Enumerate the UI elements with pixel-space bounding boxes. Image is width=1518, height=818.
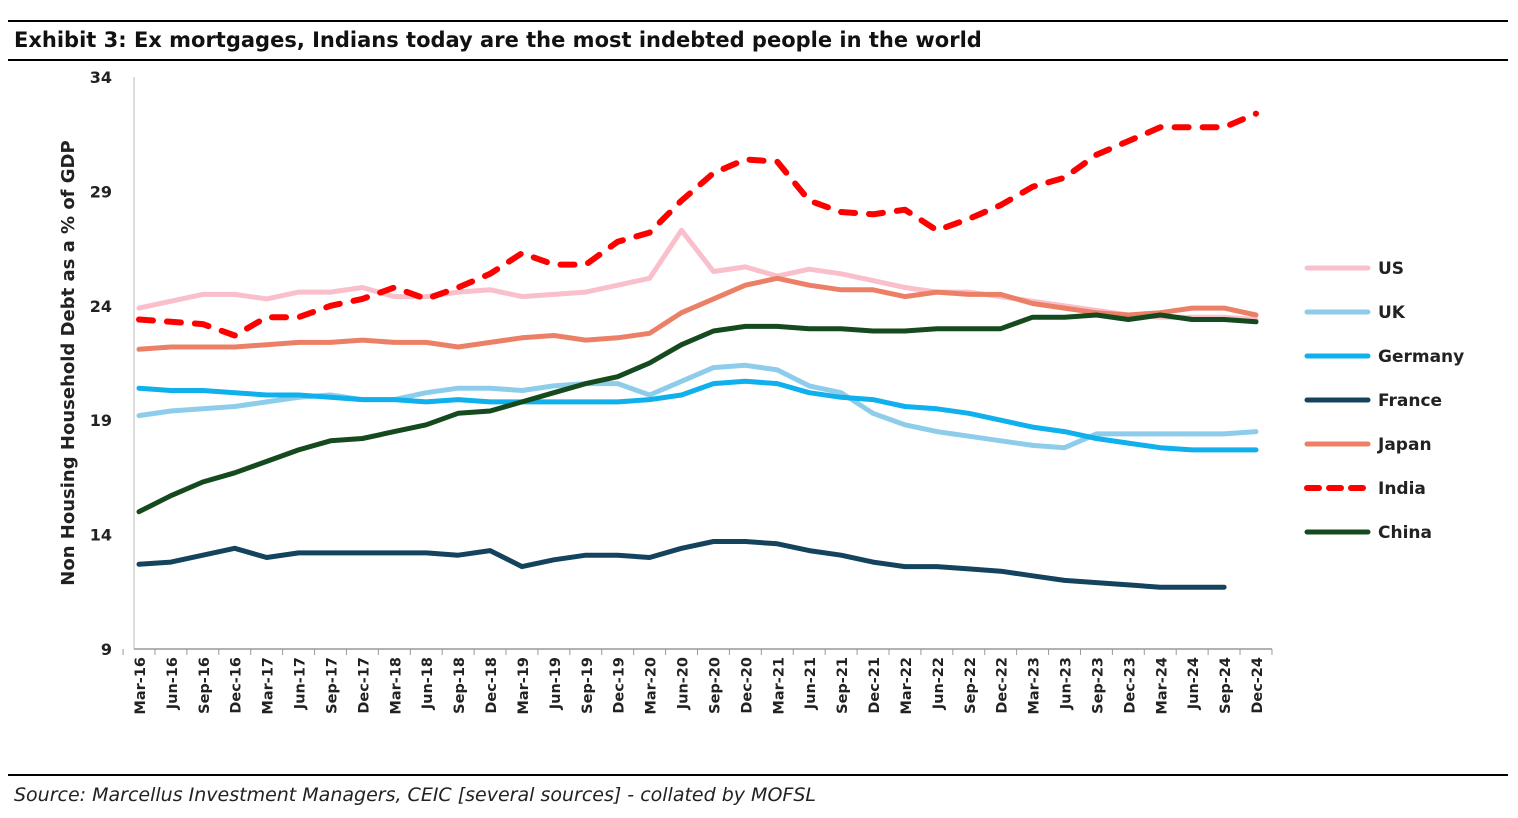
y-tick-label: 19: [90, 411, 112, 430]
x-tick-label: Jun-24: [1186, 657, 1202, 710]
top-rule: [8, 20, 1508, 22]
legend-label-us: US: [1378, 259, 1404, 279]
y-tick-label: 14: [90, 526, 112, 545]
x-tick-label: Mar-20: [644, 657, 660, 715]
x-tick-label: Mar-22: [899, 657, 915, 715]
y-tick-label: 24: [90, 297, 112, 316]
x-tick-label: Jun-16: [165, 657, 181, 710]
x-tick-label: Jun-23: [1059, 657, 1075, 710]
x-tick-label: Sep-18: [452, 657, 468, 714]
x-tick-label: Dec-19: [612, 657, 628, 714]
x-tick-label: Sep-22: [963, 657, 979, 714]
x-tick-label: Jun-22: [931, 657, 947, 710]
x-tick-label: Jun-17: [293, 657, 309, 710]
x-tick-label: Mar-18: [388, 657, 404, 715]
y-tick-label: 29: [90, 182, 112, 201]
x-tick-label: Jun-19: [548, 657, 564, 710]
legend-label-germany: Germany: [1378, 347, 1464, 367]
y-axis-label: Non Housing Household Debt as a % of GDP: [58, 140, 79, 585]
series-line-germany: [136, 378, 1259, 453]
legend-label-india: India: [1378, 479, 1426, 499]
x-tick-label: Dec-21: [867, 657, 883, 714]
x-tick-label: Sep-19: [580, 657, 596, 714]
x-tick-label: Sep-20: [707, 657, 723, 714]
bottom-rule: [8, 774, 1508, 776]
legend-label-uk: UK: [1378, 303, 1406, 323]
x-tick-label: Dec-20: [739, 657, 755, 714]
x-tick-label: Sep-16: [197, 657, 213, 714]
x-tick-label: Jun-21: [803, 657, 819, 710]
x-tick-label: Mar-21: [771, 657, 787, 715]
x-tick-label: Jun-18: [420, 657, 436, 710]
x-tick-label: Mar-17: [261, 657, 277, 715]
x-tick-label: Sep-17: [324, 657, 340, 714]
x-tick-label: Sep-23: [1090, 657, 1106, 714]
x-tick-label: Sep-21: [835, 657, 851, 714]
source-note: Source: Marcellus Investment Managers, C…: [14, 784, 816, 806]
x-tick-label: Mar-24: [1154, 657, 1170, 715]
x-tick-label: Mar-16: [133, 657, 149, 715]
legend-label-china: China: [1378, 523, 1432, 543]
x-tick-label: Dec-18: [484, 657, 500, 714]
legend-label-france: France: [1378, 391, 1442, 411]
x-tick-label: Dec-24: [1250, 657, 1266, 714]
x-tick-label: Mar-23: [1027, 657, 1043, 715]
title-rule: [8, 59, 1508, 61]
series-line-france: [136, 539, 1227, 590]
series-line-india: [136, 110, 1259, 339]
series-line-china: [136, 312, 1259, 515]
x-tick-label: Dec-16: [229, 657, 245, 714]
y-tick-label: 9: [101, 640, 112, 659]
x-tick-label: Mar-19: [516, 657, 532, 715]
x-tick-label: Sep-24: [1218, 657, 1234, 714]
x-tick-label: Dec-22: [995, 657, 1011, 714]
chart-title: Exhibit 3: Ex mortgages, Indians today a…: [14, 28, 982, 52]
legend-label-japan: Japan: [1377, 435, 1432, 455]
series-line-japan: [136, 275, 1259, 352]
x-tick-label: Dec-17: [356, 657, 372, 714]
x-tick-label: Jun-20: [676, 657, 692, 710]
x-tick-label: Dec-23: [1122, 657, 1138, 714]
y-tick-label: 34: [90, 68, 112, 87]
